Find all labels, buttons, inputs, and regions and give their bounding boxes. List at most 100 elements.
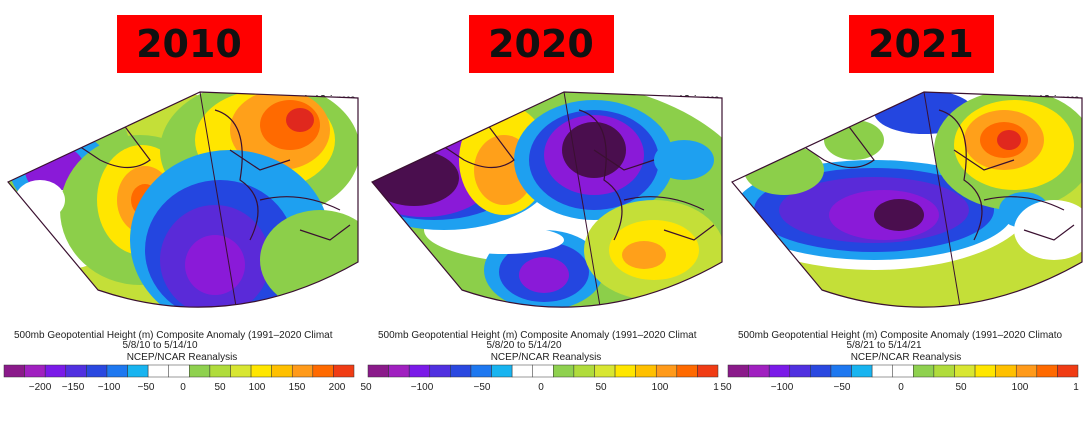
anomaly-contour bbox=[824, 120, 884, 160]
meridian bbox=[199, 92, 241, 308]
map-border bbox=[371, 91, 723, 308]
anomaly-contour bbox=[286, 108, 314, 132]
map-panel: 2020NOAA Physical Sciences500mb Geopoten… bbox=[360, 15, 723, 393]
colorbar-segment bbox=[974, 364, 996, 378]
map-border bbox=[731, 91, 1083, 308]
colorbar-label: −150 bbox=[62, 382, 85, 393]
colorbar-segment bbox=[768, 364, 791, 378]
colorbar-segment bbox=[1015, 364, 1038, 378]
colorbar-label: 50 bbox=[720, 382, 732, 393]
colorbar-label: 100 bbox=[1012, 382, 1029, 393]
colorbar-segment bbox=[388, 364, 410, 378]
anomaly-contour bbox=[874, 199, 924, 231]
colorbar-segment bbox=[271, 364, 293, 378]
colorbar-segment bbox=[44, 364, 67, 378]
colorbar-segment bbox=[367, 364, 389, 378]
anomaly-contour bbox=[622, 241, 666, 269]
map-panel: 2010NOAA Physical Sciences500mb Geopoten… bbox=[3, 15, 359, 393]
colorbar-label: 0 bbox=[898, 382, 904, 393]
colorbar-segment bbox=[913, 364, 935, 378]
colorbar-segment bbox=[250, 364, 272, 378]
colorbar-segment bbox=[3, 364, 25, 378]
colorbar-segment bbox=[24, 364, 46, 378]
colorbar-label: 150 bbox=[289, 382, 306, 393]
panel-title: 2020 bbox=[488, 22, 594, 66]
source: NCEP/NCAR Reanalysis bbox=[851, 352, 962, 363]
panel-title: 2021 bbox=[868, 22, 974, 66]
anomaly-contour bbox=[444, 226, 564, 254]
colorbar-segment bbox=[573, 364, 595, 378]
colorbar-segment bbox=[532, 364, 554, 378]
map-panel: 2021NOAA Physical Sciences500mb Geopoten… bbox=[720, 15, 1083, 393]
anomaly-contour bbox=[519, 257, 569, 293]
colorbar-segment bbox=[655, 364, 678, 378]
map bbox=[8, 92, 358, 308]
colorbar-segment bbox=[147, 364, 169, 378]
colorbar-segment bbox=[86, 364, 108, 378]
colorbar-label: −50 bbox=[138, 382, 155, 393]
colorbar-segment bbox=[614, 364, 636, 378]
anomaly-contour bbox=[654, 140, 714, 180]
colorbar-segment bbox=[789, 364, 811, 378]
title-box bbox=[117, 15, 262, 73]
title-box bbox=[469, 15, 614, 73]
caption: 500mb Geopotential Height (m) Composite … bbox=[378, 330, 697, 341]
caption-group: 500mb Geopotential Height (m) Composite … bbox=[14, 330, 333, 363]
colorbar-segment bbox=[933, 364, 955, 378]
colorbar-segment bbox=[408, 364, 431, 378]
colorbar-segment bbox=[491, 364, 513, 378]
colorbar-label: 50 bbox=[955, 382, 967, 393]
anomaly-contour bbox=[372, 150, 459, 206]
dates: 5/8/21 to 5/14/21 bbox=[846, 340, 922, 351]
colorbar-segment bbox=[106, 364, 128, 378]
colorbar-segment bbox=[727, 364, 749, 378]
colorbar-label: −100 bbox=[98, 382, 121, 393]
colorbar-segment bbox=[65, 364, 87, 378]
source: NCEP/NCAR Reanalysis bbox=[127, 352, 238, 363]
map bbox=[732, 92, 1082, 308]
colorbar-segment bbox=[127, 364, 149, 378]
map bbox=[372, 92, 722, 308]
colorbar-label: 50 bbox=[595, 382, 607, 393]
caption: 500mb Geopotential Height (m) Composite … bbox=[14, 330, 333, 341]
colorbar-label: 0 bbox=[538, 382, 544, 393]
colorbar-segment bbox=[892, 364, 914, 378]
colorbar-label: −50 bbox=[474, 382, 491, 393]
dates: 5/8/20 to 5/14/20 bbox=[486, 340, 562, 351]
title-box bbox=[849, 15, 994, 73]
colorbar-label: 200 bbox=[329, 382, 346, 393]
colorbar-segment bbox=[697, 364, 719, 378]
colorbar-segment bbox=[810, 364, 832, 378]
colorbar-label: 50 bbox=[214, 382, 226, 393]
caption-group: 500mb Geopotential Height (m) Composite … bbox=[738, 330, 1063, 363]
colorbar-segment bbox=[189, 364, 211, 378]
colorbar-label: −200 bbox=[29, 382, 52, 393]
colorbar-segment bbox=[450, 364, 472, 378]
panel-title: 2010 bbox=[136, 22, 242, 66]
dates: 5/8/10 to 5/14/10 bbox=[122, 340, 198, 351]
colorbar-label: −100 bbox=[411, 382, 434, 393]
colorbar-segment bbox=[1057, 364, 1079, 378]
colorbar-segment bbox=[995, 364, 1017, 378]
anomaly-contour bbox=[185, 235, 245, 295]
colorbar-segment bbox=[209, 364, 231, 378]
anomaly-contour bbox=[260, 210, 358, 308]
colorbar-segment bbox=[851, 364, 873, 378]
colorbar-segment bbox=[553, 364, 575, 378]
coastlines bbox=[793, 109, 1075, 241]
colorbar-label: 1 bbox=[1073, 382, 1079, 393]
colorbar-segment bbox=[230, 364, 252, 378]
colorbar-label: 100 bbox=[652, 382, 669, 393]
colorbar-segment bbox=[594, 364, 616, 378]
colorbar-segment bbox=[291, 364, 314, 378]
colorbar-label: 50 bbox=[360, 382, 372, 393]
meridian bbox=[563, 92, 605, 308]
coastlines bbox=[433, 109, 715, 241]
coastlines bbox=[69, 109, 351, 241]
caption-group: 500mb Geopotential Height (m) Composite … bbox=[378, 330, 697, 363]
colorbar-segment bbox=[676, 364, 698, 378]
anomaly-contour bbox=[997, 130, 1021, 150]
map-border bbox=[7, 91, 359, 308]
colorbar-segment bbox=[1036, 364, 1058, 378]
